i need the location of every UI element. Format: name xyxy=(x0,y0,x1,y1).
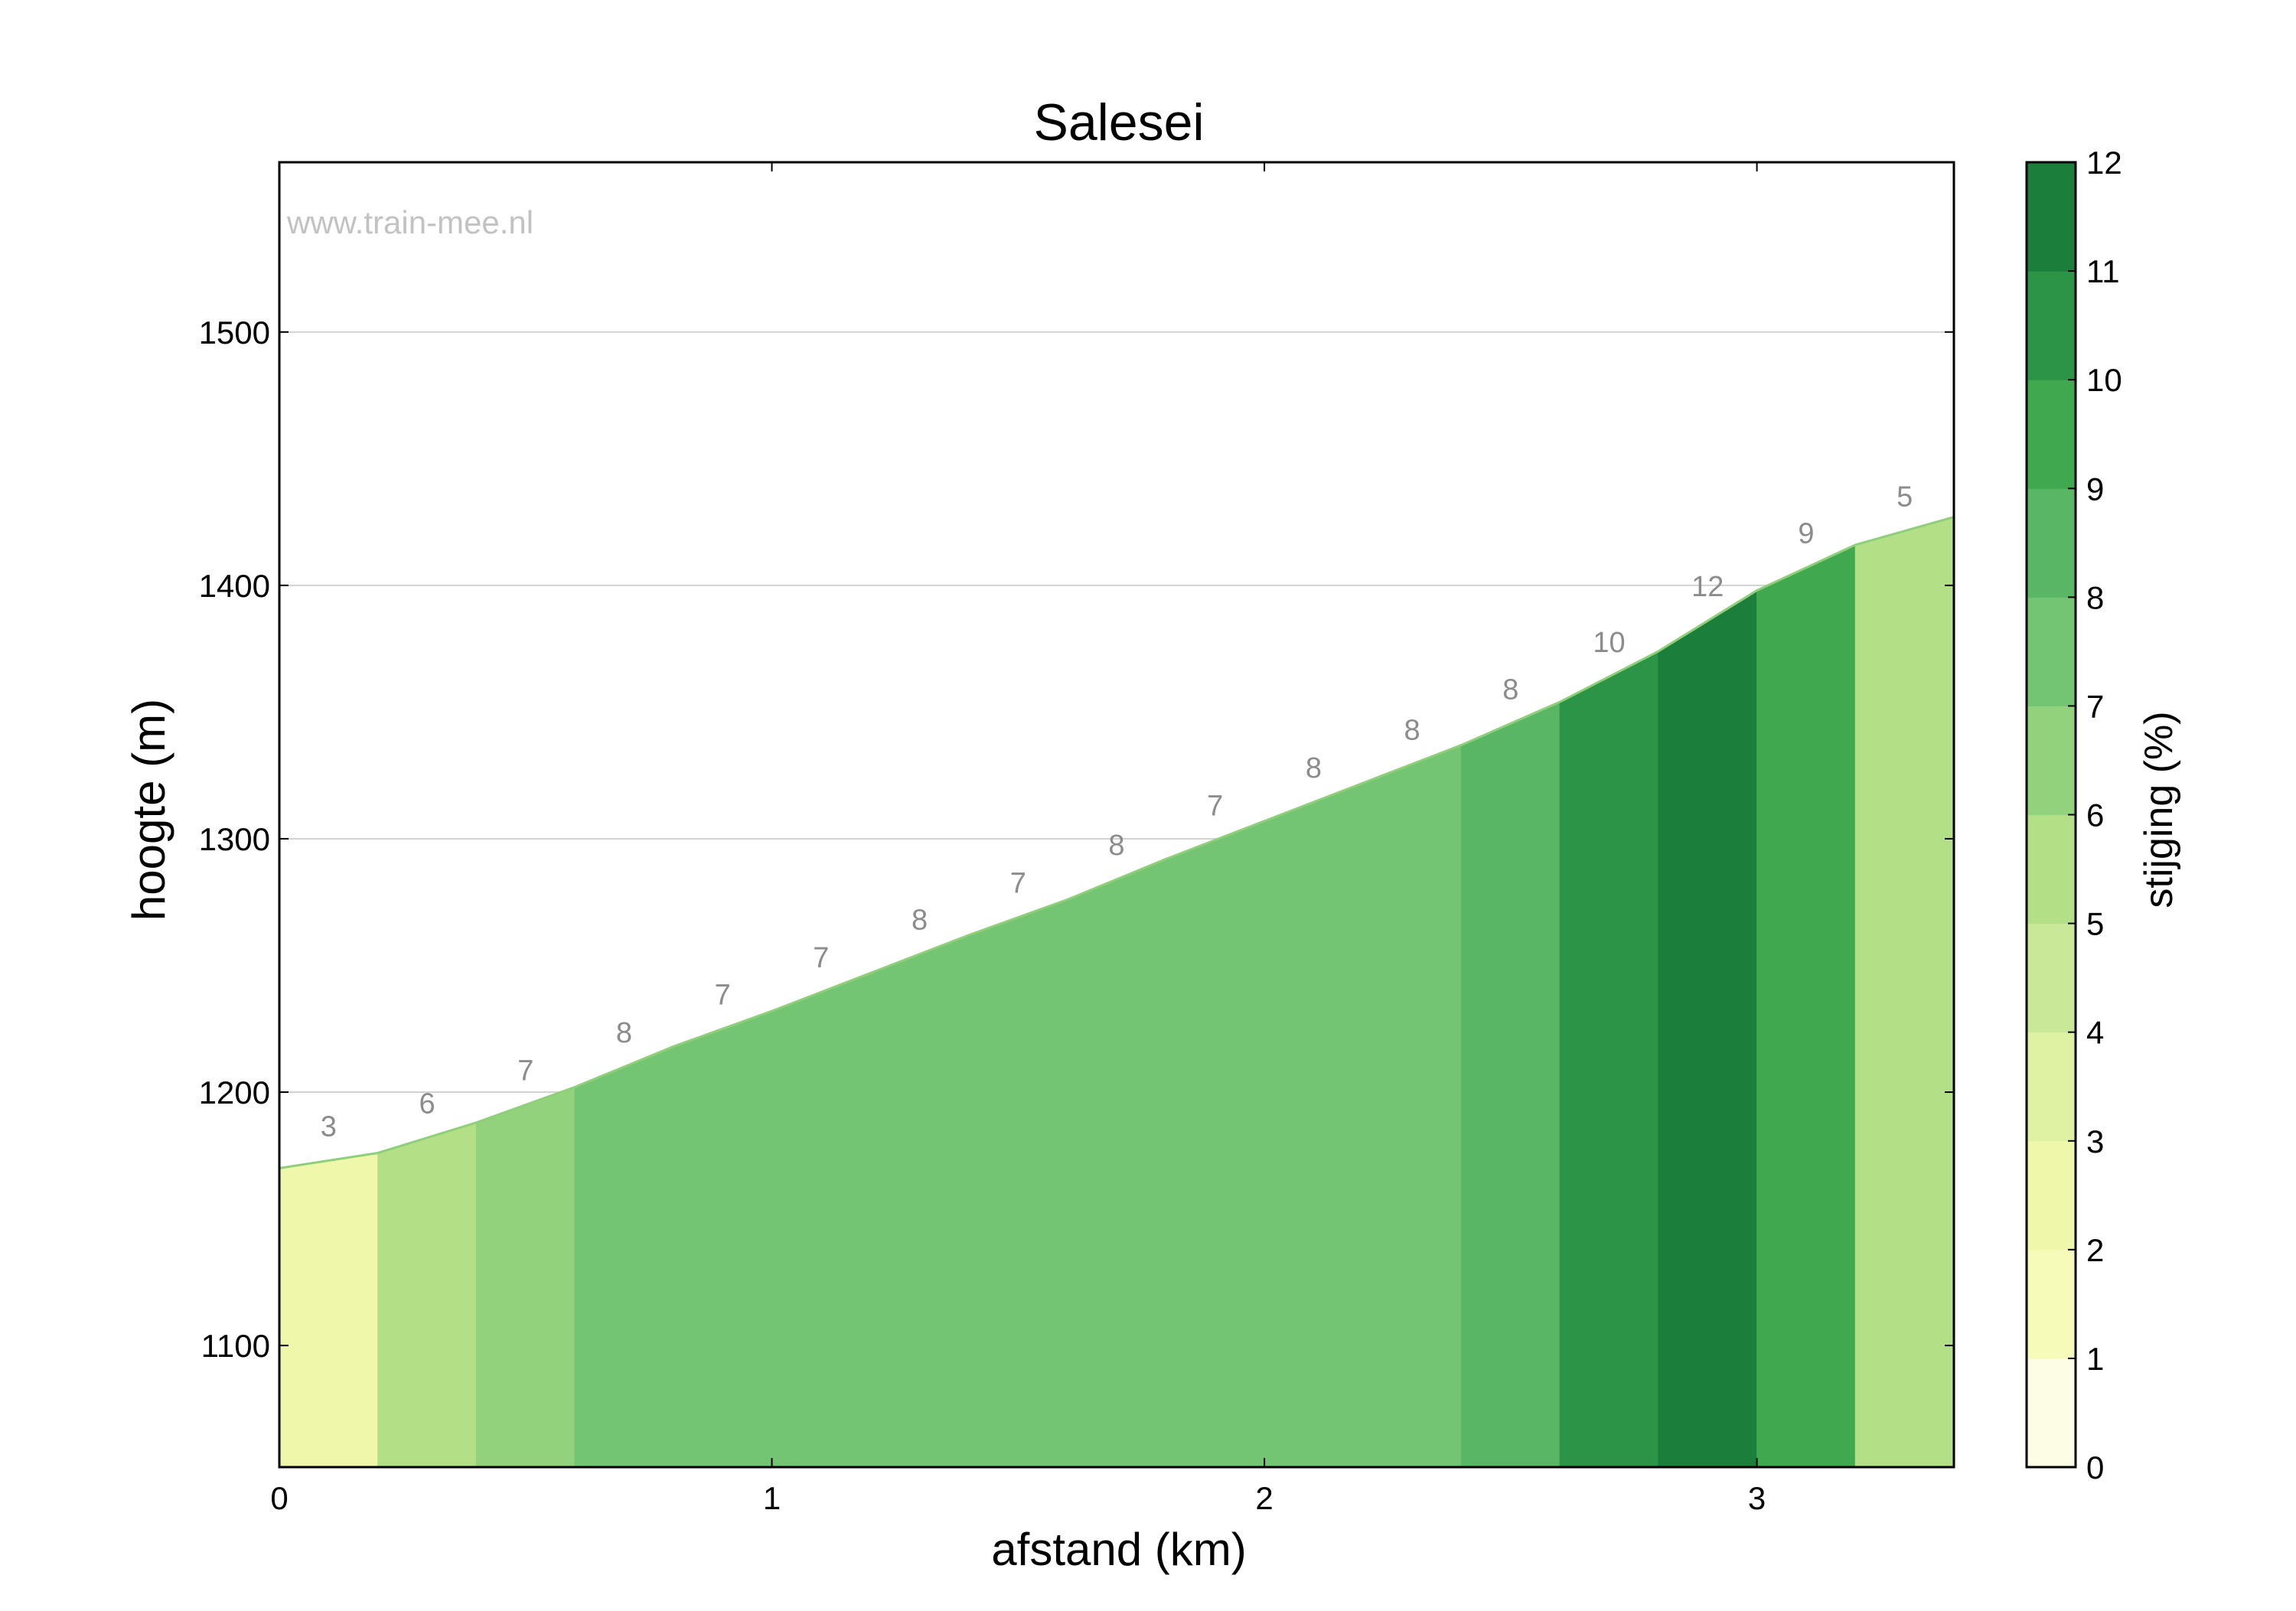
segment-labels: 3 6 7 8 7 7 8 7 8 7 8 8 8 10 12 9 5 xyxy=(321,481,1913,1143)
colorbar-step xyxy=(2026,1032,2076,1142)
colorbar-tick-label: 8 xyxy=(2086,579,2104,615)
profile-line xyxy=(279,516,1955,1169)
segment-gradient-label: 9 xyxy=(1798,518,1814,550)
segment-gradient-label: 5 xyxy=(1896,481,1913,514)
colorbar-tick-label: 2 xyxy=(2086,1232,2104,1268)
segment-gradient-label: 7 xyxy=(813,942,829,974)
colorbar-step xyxy=(2026,379,2076,489)
colorbar-step xyxy=(2026,596,2076,706)
segment-gradient-label: 7 xyxy=(517,1055,533,1088)
segment-gradient-label: 6 xyxy=(419,1088,435,1120)
colorbar-tick-label: 4 xyxy=(2086,1015,2104,1051)
x-tick-label: 1 xyxy=(763,1480,781,1516)
profile-outline xyxy=(279,516,1955,1169)
gradient-segment xyxy=(1559,651,1659,1468)
colorbar-tick-label: 9 xyxy=(2086,471,2104,507)
colorbar-step xyxy=(2026,161,2076,272)
segment-gradient-label: 8 xyxy=(1108,830,1124,862)
gradient-segment xyxy=(1658,589,1758,1468)
segment-gradient-label: 8 xyxy=(1404,714,1420,746)
gradient-segment xyxy=(1854,516,1955,1468)
segment-gradient-label: 8 xyxy=(616,1017,632,1049)
colorbar-step xyxy=(2026,1249,2076,1359)
colorbar-tick-label: 5 xyxy=(2086,906,2104,942)
colorbar-tick-label: 0 xyxy=(2086,1450,2104,1485)
colorbar-step xyxy=(2026,270,2076,380)
segment-gradient-label: 3 xyxy=(321,1110,337,1143)
segment-gradient-label: 10 xyxy=(1593,627,1625,659)
gradient-segment xyxy=(673,1010,773,1468)
gradient-segment xyxy=(279,1152,379,1468)
colorbar-step xyxy=(2026,1358,2076,1468)
y-tick-label: 1300 xyxy=(199,821,270,857)
segment-gradient-label: 8 xyxy=(1306,752,1322,784)
gradient-segment xyxy=(1460,701,1561,1468)
segment-gradient-label: 7 xyxy=(1010,868,1026,900)
chart-title: Salesei xyxy=(1033,93,1204,152)
colorbar-step xyxy=(2026,488,2076,598)
plot-frame xyxy=(278,161,1955,1469)
y-tick-label: 1500 xyxy=(199,315,270,351)
y-axis-label: hoogte (m) xyxy=(123,699,174,921)
gradient-segment xyxy=(1165,820,1265,1468)
segment-gradient-label: 8 xyxy=(912,905,928,937)
x-tick-label: 2 xyxy=(1255,1480,1273,1516)
colorbar-tick-label: 10 xyxy=(2086,362,2122,398)
segment-gradient-label: 12 xyxy=(1691,571,1724,603)
colorbar-tick-label: 7 xyxy=(2086,688,2104,724)
colorbar-tick-label: 3 xyxy=(2086,1123,2104,1159)
gradient-segment xyxy=(574,1045,674,1468)
y-tick-label: 1400 xyxy=(199,568,270,604)
gradient-segment xyxy=(1362,744,1462,1468)
colorbar-tick-label: 1 xyxy=(2086,1341,2104,1377)
gradient-segment xyxy=(1756,544,1856,1468)
x-tick-label: 3 xyxy=(1748,1480,1766,1516)
colorbar-step xyxy=(2026,705,2076,816)
colorbar-tick-label: 6 xyxy=(2086,797,2104,833)
segment-gradient-label: 7 xyxy=(715,979,731,1011)
plot-border xyxy=(278,161,1955,1469)
watermark: www.train-mee.nl xyxy=(286,204,533,240)
segment-gradient-label: 7 xyxy=(1207,791,1223,823)
segment-gradient-label: 8 xyxy=(1502,673,1518,706)
gradient-segment xyxy=(1067,858,1166,1468)
gradient-segment xyxy=(1264,782,1364,1468)
colorbar-step xyxy=(2026,814,2076,925)
y-tick-label: 1100 xyxy=(201,1328,270,1364)
y-tick-label: 1200 xyxy=(199,1075,270,1110)
x-axis-label: afstand (km) xyxy=(991,1524,1246,1575)
gradient-segments xyxy=(279,516,1955,1468)
gradient-segment xyxy=(475,1086,576,1468)
x-tick-label: 0 xyxy=(270,1480,288,1516)
gradient-segment xyxy=(968,898,1068,1468)
gradient-segment xyxy=(771,972,871,1468)
colorbar-label: stijging (%) xyxy=(2137,711,2181,908)
colorbar-tick-label: 11 xyxy=(2086,253,2120,289)
colorbar-tick-label: 12 xyxy=(2086,145,2122,181)
gradient-segment xyxy=(377,1122,477,1468)
colorbar-step xyxy=(2026,1140,2076,1251)
colorbar-step xyxy=(2026,923,2076,1033)
gradient-segment xyxy=(869,934,970,1468)
